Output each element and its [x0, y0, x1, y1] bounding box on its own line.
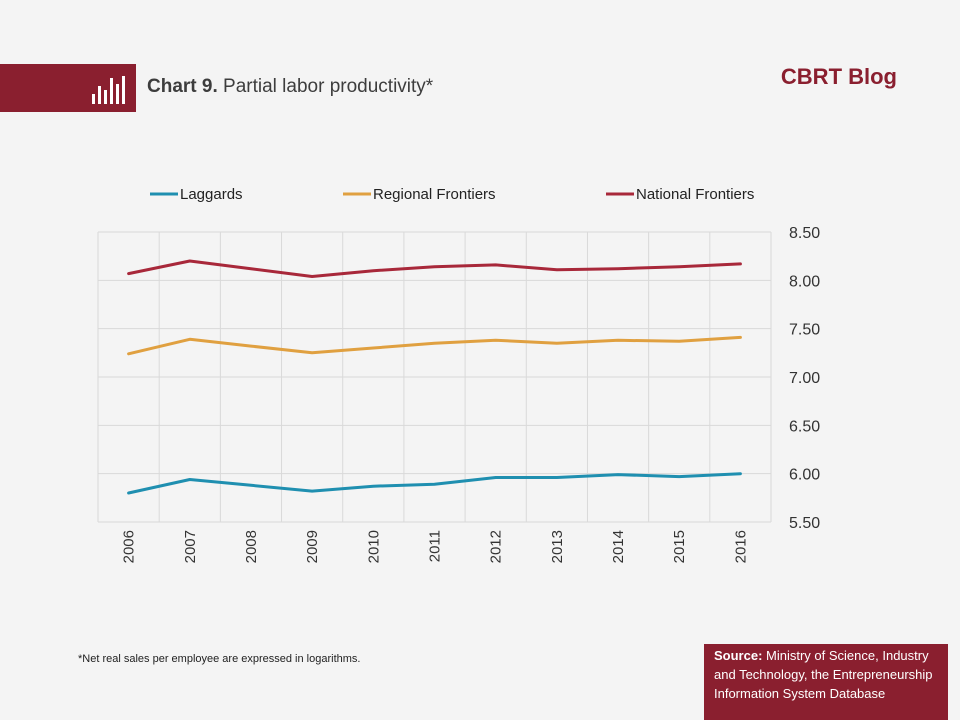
x-tick-label: 2009 — [304, 530, 321, 563]
y-tick-label: 8.00 — [789, 273, 820, 290]
x-tick-label: 2010 — [365, 530, 382, 563]
chart-legend: Laggards Regional Frontiers National Front… — [150, 186, 754, 203]
x-tick-label: 2011 — [427, 530, 444, 562]
line-chart: Laggards Regional Frontiers National Front… — [97, 186, 820, 563]
y-axis: 8.50 8.00 7.50 7.00 6.50 6.00 5.50 — [789, 225, 820, 532]
series-line-national-frontiers — [127, 259, 742, 278]
source-text: Ministry of Science, Industry and Techno… — [714, 648, 933, 701]
chart-title-text: Partial labor productivity* — [223, 76, 434, 97]
y-tick-label: 6.00 — [789, 467, 820, 484]
y-tick-label: 5.50 — [789, 515, 820, 532]
x-tick-label: 2015 — [671, 530, 688, 563]
y-tick-label: 6.50 — [789, 418, 820, 435]
series-line-laggards — [127, 472, 742, 495]
series-lines — [127, 259, 742, 495]
y-tick-label: 8.50 — [789, 225, 820, 242]
x-axis: 2006 2007 2008 2009 2010 2011 2012 2013 2014 2015… — [121, 530, 750, 563]
source-label: Source: — [714, 648, 763, 663]
x-tick-label: 2006 — [121, 530, 138, 563]
bar-chart-icon — [92, 76, 125, 104]
legend-label-regional-frontiers: Regional Frontiers — [373, 186, 496, 203]
chart-number: Chart 9. — [147, 76, 218, 97]
legend-label-national-frontiers: National Frontiers — [636, 186, 754, 203]
chart-title: Chart 9. Partial labor productivity* — [147, 76, 433, 98]
footnote: *Net real sales per employee are express… — [78, 653, 361, 665]
x-tick-label: 2007 — [182, 530, 199, 563]
legend-label-laggards: Laggards — [180, 186, 243, 203]
x-tick-label: 2016 — [732, 530, 749, 563]
x-tick-label: 2008 — [243, 530, 260, 563]
series-line-regional-frontiers — [127, 335, 742, 356]
x-tick-label: 2013 — [549, 530, 566, 563]
x-tick-label: 2014 — [610, 530, 627, 563]
x-tick-label: 2012 — [488, 530, 505, 563]
header-band — [0, 64, 136, 112]
brand-label: CBRT Blog — [780, 64, 897, 89]
y-tick-label: 7.50 — [789, 322, 820, 339]
source-box: Source: Ministry of Science, Industry an… — [704, 644, 948, 720]
chart-grid — [97, 231, 772, 523]
y-tick-label: 7.00 — [789, 370, 820, 387]
